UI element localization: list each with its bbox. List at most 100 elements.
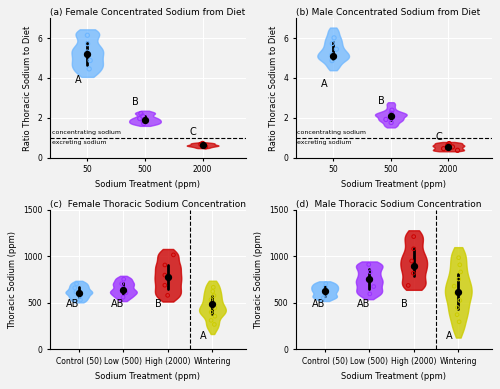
Point	[208, 288, 216, 294]
Text: (d)  Male Thoracic Sodium Concentration: (d) Male Thoracic Sodium Concentration	[296, 200, 481, 209]
Point	[198, 142, 206, 148]
Y-axis label: Thoracic Sodium (ppm): Thoracic Sodium (ppm)	[254, 231, 263, 329]
Point	[329, 53, 337, 59]
Point	[71, 285, 79, 291]
Point	[330, 35, 338, 41]
Point	[120, 276, 128, 282]
Text: A: A	[320, 79, 327, 89]
Point	[72, 281, 80, 287]
Point	[445, 140, 453, 147]
Point	[454, 305, 462, 311]
Y-axis label: Thoracic Sodium (ppm): Thoracic Sodium (ppm)	[8, 231, 18, 329]
Text: AB: AB	[312, 299, 326, 309]
Point	[207, 296, 215, 303]
Point	[118, 280, 126, 287]
Y-axis label: Ratio Thoracic Sodium to Diet: Ratio Thoracic Sodium to Diet	[268, 25, 278, 151]
Point	[84, 51, 92, 57]
Text: AB: AB	[66, 299, 80, 309]
Point	[72, 289, 80, 295]
Point	[198, 140, 206, 147]
Text: A: A	[200, 331, 206, 342]
Point	[84, 32, 92, 39]
Point	[84, 40, 92, 47]
X-axis label: Sodium Treatment (ppm): Sodium Treatment (ppm)	[96, 180, 200, 189]
Point	[161, 262, 169, 268]
Text: B: B	[378, 96, 385, 106]
Point	[76, 293, 84, 299]
Point	[321, 287, 329, 294]
Point	[198, 142, 206, 148]
X-axis label: Sodium Treatment (ppm): Sodium Treatment (ppm)	[341, 180, 446, 189]
Text: (a) Female Concentrated Sodium from Diet: (a) Female Concentrated Sodium from Diet	[50, 8, 245, 18]
Point	[202, 144, 209, 150]
Point	[408, 258, 416, 264]
Point	[364, 276, 372, 282]
Point	[322, 280, 330, 287]
Point	[440, 145, 448, 152]
Point	[328, 40, 336, 47]
Point	[161, 272, 169, 278]
Point	[137, 110, 145, 117]
Point	[455, 319, 463, 325]
Text: B: B	[132, 97, 139, 107]
Point	[136, 116, 143, 122]
Point	[207, 317, 215, 323]
Point	[452, 290, 460, 296]
Point	[454, 289, 462, 295]
Text: C: C	[436, 132, 442, 142]
Point	[410, 233, 418, 240]
Y-axis label: Ratio Thoracic Sodium to Diet: Ratio Thoracic Sodium to Diet	[23, 25, 32, 151]
Point	[364, 261, 372, 268]
Point	[320, 295, 328, 301]
Point	[119, 285, 127, 291]
Point	[75, 289, 83, 296]
Text: excreting sodium: excreting sodium	[298, 140, 352, 145]
Point	[164, 292, 172, 298]
Text: concentrating sodium: concentrating sodium	[298, 130, 366, 135]
Text: concentrating sodium: concentrating sodium	[52, 130, 120, 135]
Point	[322, 284, 330, 290]
Text: (b) Male Concentrated Sodium from Diet: (b) Male Concentrated Sodium from Diet	[296, 8, 480, 18]
Point	[366, 269, 374, 275]
Text: B: B	[156, 299, 162, 309]
Point	[139, 118, 147, 124]
Point	[161, 282, 169, 288]
Point	[456, 297, 464, 303]
Point	[410, 263, 418, 269]
Point	[211, 305, 219, 311]
Point	[454, 276, 462, 282]
Text: (c)  Female Thoracic Sodium Concentration: (c) Female Thoracic Sodium Concentration	[50, 200, 246, 209]
Point	[170, 252, 177, 258]
Point	[366, 291, 374, 297]
Point	[141, 117, 149, 123]
Point	[210, 284, 218, 291]
Point	[122, 290, 130, 296]
Point	[332, 46, 340, 53]
Point	[382, 116, 390, 123]
Point	[444, 142, 452, 148]
Point	[387, 119, 395, 126]
Point	[138, 113, 146, 119]
Point	[85, 66, 93, 72]
Point	[328, 58, 336, 64]
Point	[211, 313, 219, 319]
Point	[210, 293, 218, 299]
Point	[453, 312, 461, 318]
Point	[86, 58, 94, 64]
Point	[370, 284, 378, 290]
Point	[83, 49, 91, 55]
Text: excreting sodium: excreting sodium	[52, 140, 106, 145]
Point	[388, 110, 396, 116]
Text: A: A	[74, 75, 82, 85]
Point	[322, 291, 330, 298]
Point	[388, 107, 396, 113]
Point	[197, 141, 205, 147]
Point	[365, 276, 373, 282]
X-axis label: Sodium Treatment (ppm): Sodium Treatment (ppm)	[96, 371, 200, 381]
X-axis label: Sodium Treatment (ppm): Sodium Treatment (ppm)	[341, 371, 446, 381]
Text: C: C	[190, 127, 196, 137]
Point	[328, 52, 336, 58]
Text: A: A	[446, 331, 452, 342]
Text: AB: AB	[356, 299, 370, 309]
Point	[388, 113, 396, 119]
